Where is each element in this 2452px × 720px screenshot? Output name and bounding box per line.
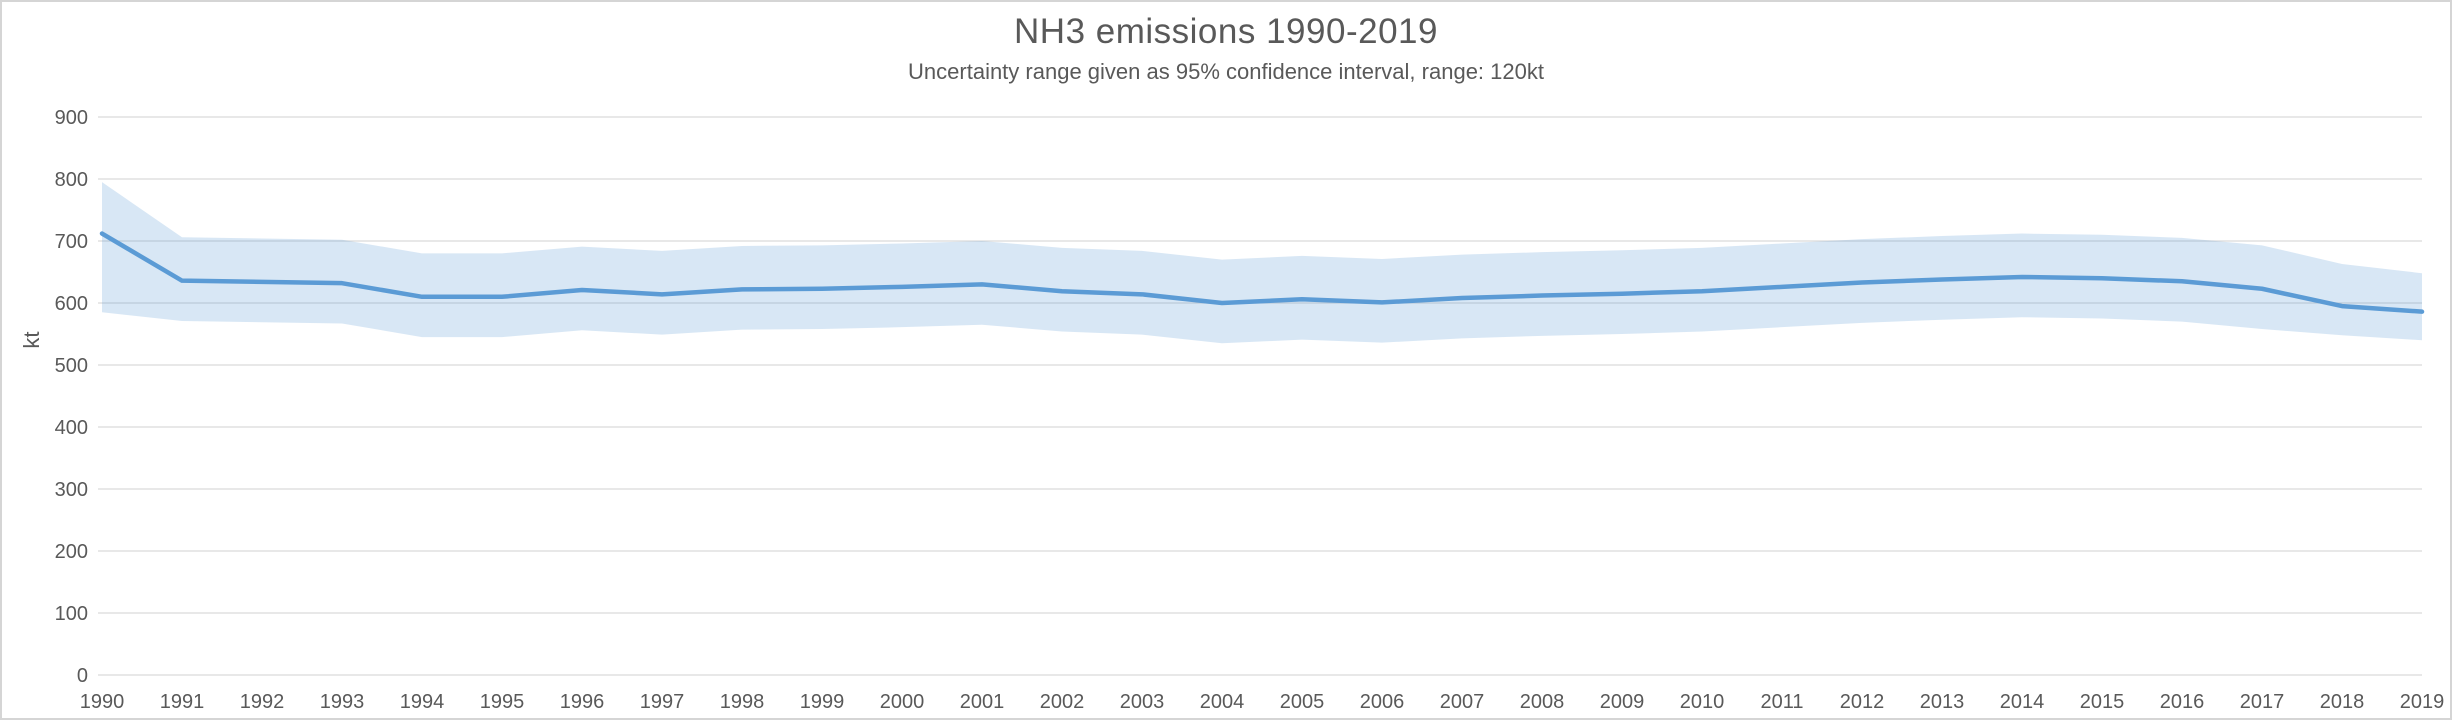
y-tick-label: 900 bbox=[55, 107, 88, 129]
emissions-line bbox=[99, 231, 2425, 314]
chart-title: NH3 emissions 1990-2019 bbox=[1014, 12, 1438, 51]
x-category-label: 1998 bbox=[720, 691, 765, 713]
x-category-label: 2016 bbox=[2160, 691, 2205, 713]
x-category-label: 1999 bbox=[800, 691, 845, 713]
y-tick-label: 100 bbox=[55, 603, 88, 625]
x-category-label: 2017 bbox=[2240, 691, 2285, 713]
x-category-label: 2014 bbox=[2000, 691, 2045, 713]
x-category-label: 2000 bbox=[880, 691, 925, 713]
x-category-label: 2005 bbox=[1280, 691, 1325, 713]
x-category-label: 2018 bbox=[2320, 691, 2365, 713]
x-category-label: 1996 bbox=[560, 691, 605, 713]
x-category-label: 2009 bbox=[1600, 691, 1645, 713]
x-category-label: 2019 bbox=[2400, 691, 2445, 713]
x-category-label: 2006 bbox=[1360, 691, 1405, 713]
x-category-label: 1990 bbox=[80, 691, 125, 713]
x-category-label: 2007 bbox=[1440, 691, 1485, 713]
x-category-label: 2002 bbox=[1040, 691, 1085, 713]
y-tick-label: 700 bbox=[55, 231, 88, 253]
y-tick-label: 400 bbox=[55, 417, 88, 439]
x-category-label: 1995 bbox=[480, 691, 525, 713]
x-category-label: 1991 bbox=[160, 691, 205, 713]
x-category-label: 1992 bbox=[240, 691, 285, 713]
y-tick-label: 800 bbox=[55, 169, 88, 191]
x-category-label: 1993 bbox=[320, 691, 365, 713]
y-tick-label: 200 bbox=[55, 541, 88, 563]
chart-subtitle: Uncertainty range given as 95% confidenc… bbox=[908, 59, 1544, 84]
y-tick-label: 300 bbox=[55, 479, 88, 501]
x-category-label: 2013 bbox=[1920, 691, 1965, 713]
x-category-label: 2001 bbox=[960, 691, 1005, 713]
x-category-label: 2010 bbox=[1680, 691, 1725, 713]
x-category-label: 2004 bbox=[1200, 691, 1245, 713]
y-tick-label: 0 bbox=[77, 665, 88, 687]
x-category-label: 2012 bbox=[1840, 691, 1885, 713]
y-tick-label: 600 bbox=[55, 293, 88, 315]
uncertainty-band bbox=[102, 182, 2422, 344]
x-category-label: 2003 bbox=[1120, 691, 1165, 713]
x-category-label: 1994 bbox=[400, 691, 445, 713]
x-category-label: 2015 bbox=[2080, 691, 2125, 713]
x-category-label: 2008 bbox=[1520, 691, 1565, 713]
x-category-label: 1997 bbox=[640, 691, 685, 713]
y-tick-label: 500 bbox=[55, 355, 88, 377]
x-category-label: 2011 bbox=[1760, 691, 1803, 713]
